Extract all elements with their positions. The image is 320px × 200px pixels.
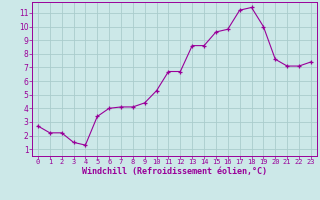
X-axis label: Windchill (Refroidissement éolien,°C): Windchill (Refroidissement éolien,°C)	[82, 167, 267, 176]
